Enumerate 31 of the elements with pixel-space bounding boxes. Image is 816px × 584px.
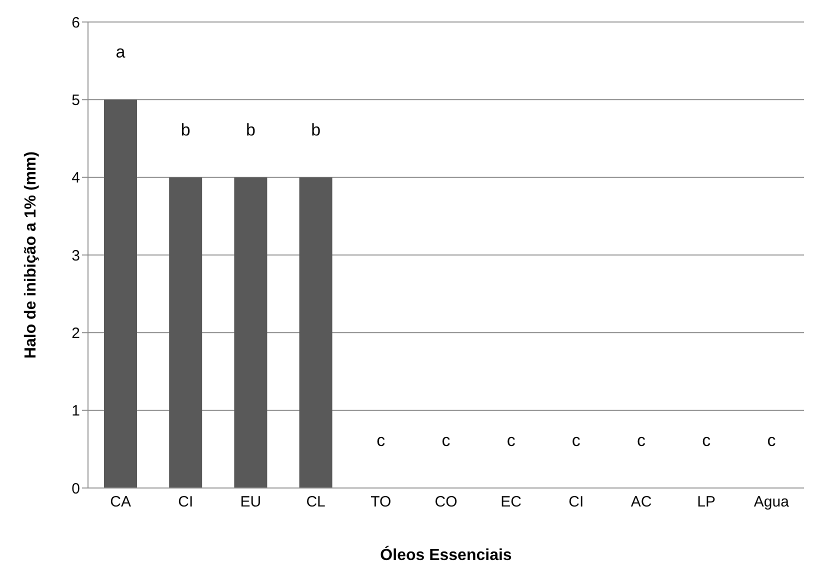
- x-tick-label: EU: [240, 494, 262, 511]
- data-label: c: [506, 431, 516, 450]
- data-label: c: [572, 431, 581, 450]
- y-tick-label: 3: [72, 247, 80, 264]
- x-axis-title: Óleos Essenciais: [380, 545, 512, 564]
- y-tick-label: 4: [72, 170, 80, 187]
- data-label: c: [442, 431, 451, 450]
- y-axis-title: Halo de inibição a 1% (mm): [22, 151, 40, 359]
- x-tick-label: Agua: [754, 494, 790, 511]
- y-tick-label: 5: [72, 92, 80, 109]
- y-tick-label: 6: [72, 14, 80, 32]
- x-tick-label: TO: [370, 494, 392, 511]
- data-label: a: [116, 42, 126, 62]
- x-tick-label: EC: [500, 494, 522, 511]
- x-tick-label: AC: [630, 494, 652, 511]
- y-tick-label: 1: [72, 402, 80, 420]
- data-label: b: [246, 120, 256, 140]
- y-tick-label: 0: [72, 480, 80, 498]
- x-tick-label: CA: [110, 494, 131, 511]
- y-tick-label: 2: [72, 324, 80, 342]
- x-tick-label: CI: [178, 494, 194, 511]
- x-tick-label: CO: [434, 494, 458, 511]
- data-label: c: [702, 431, 712, 450]
- data-label: b: [311, 120, 321, 140]
- x-tick-label: CL: [306, 494, 326, 511]
- data-label: c: [767, 431, 776, 450]
- data-label: c: [637, 431, 646, 450]
- x-tick-label: CI: [568, 494, 584, 511]
- x-tick-label: LP: [697, 494, 716, 511]
- data-label: b: [180, 120, 190, 140]
- data-label: c: [376, 431, 386, 450]
